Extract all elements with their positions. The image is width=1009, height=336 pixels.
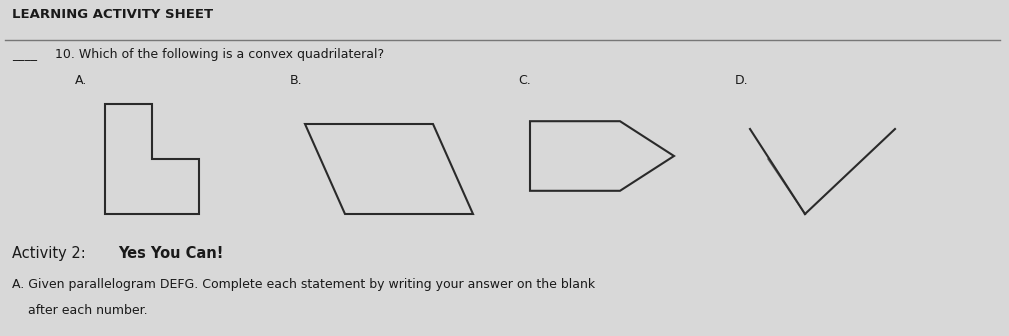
Text: A.: A.	[75, 74, 87, 87]
Text: LEARNING ACTIVITY SHEET: LEARNING ACTIVITY SHEET	[12, 8, 213, 21]
Text: 10. Which of the following is a convex quadrilateral?: 10. Which of the following is a convex q…	[55, 48, 384, 61]
Text: D.: D.	[735, 74, 749, 87]
Text: ____: ____	[12, 48, 37, 61]
Text: Yes You Can!: Yes You Can!	[118, 246, 223, 261]
Text: Activity 2:: Activity 2:	[12, 246, 91, 261]
Text: after each number.: after each number.	[12, 304, 147, 317]
Text: C.: C.	[518, 74, 531, 87]
Text: A. Given parallelogram DEFG. Complete each statement by writing your answer on t: A. Given parallelogram DEFG. Complete ea…	[12, 278, 595, 291]
Text: B.: B.	[290, 74, 303, 87]
